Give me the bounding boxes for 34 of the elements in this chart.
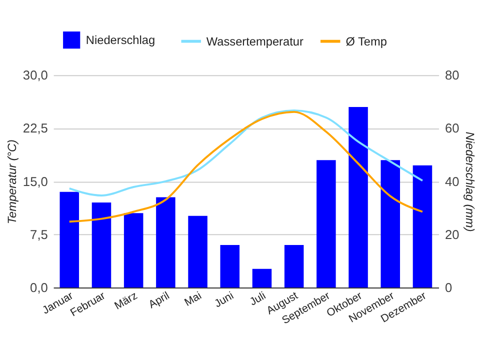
bar — [380, 160, 400, 288]
bar — [156, 197, 176, 288]
bar — [252, 268, 272, 288]
line-series — [68, 110, 424, 223]
legend-label: Wassertemperatur — [206, 34, 304, 48]
x-tick-label: Juni — [212, 290, 236, 310]
y2-tick-label: 80 — [444, 68, 460, 83]
y2-tick-label: 0 — [444, 280, 452, 295]
y2-tick-label: 40 — [444, 174, 460, 189]
y2-tick-label: 60 — [444, 120, 460, 136]
x-tick-label: März — [112, 290, 140, 312]
legend-label: Ø Temp — [346, 34, 388, 48]
y-axis-title: Temperatur (°C) — [5, 139, 19, 224]
legend-label: Niederschlag — [86, 33, 156, 48]
bar — [188, 216, 208, 288]
y2-tick-label: 20 — [444, 226, 460, 242]
bar — [92, 202, 112, 288]
bar — [124, 213, 144, 288]
y-tick-label: 22,5 — [22, 120, 48, 136]
x-tick-label: April — [146, 290, 172, 312]
x-tick-label: Juli — [248, 290, 268, 308]
bar — [316, 160, 336, 288]
bar — [348, 106, 368, 288]
bar — [412, 165, 432, 288]
y-tick-label: 15,0 — [22, 174, 48, 189]
bar — [60, 192, 80, 288]
x-tick-label: Mai — [182, 290, 204, 310]
y-tick-label: 30,0 — [22, 68, 48, 83]
y2-axis-title: Niederschlag (mm) — [463, 132, 478, 232]
bar — [284, 245, 304, 288]
y-tick-label: 0,0 — [30, 280, 48, 295]
y-tick-label: 7,5 — [30, 226, 48, 242]
line-series — [68, 110, 424, 196]
bar — [220, 245, 240, 288]
